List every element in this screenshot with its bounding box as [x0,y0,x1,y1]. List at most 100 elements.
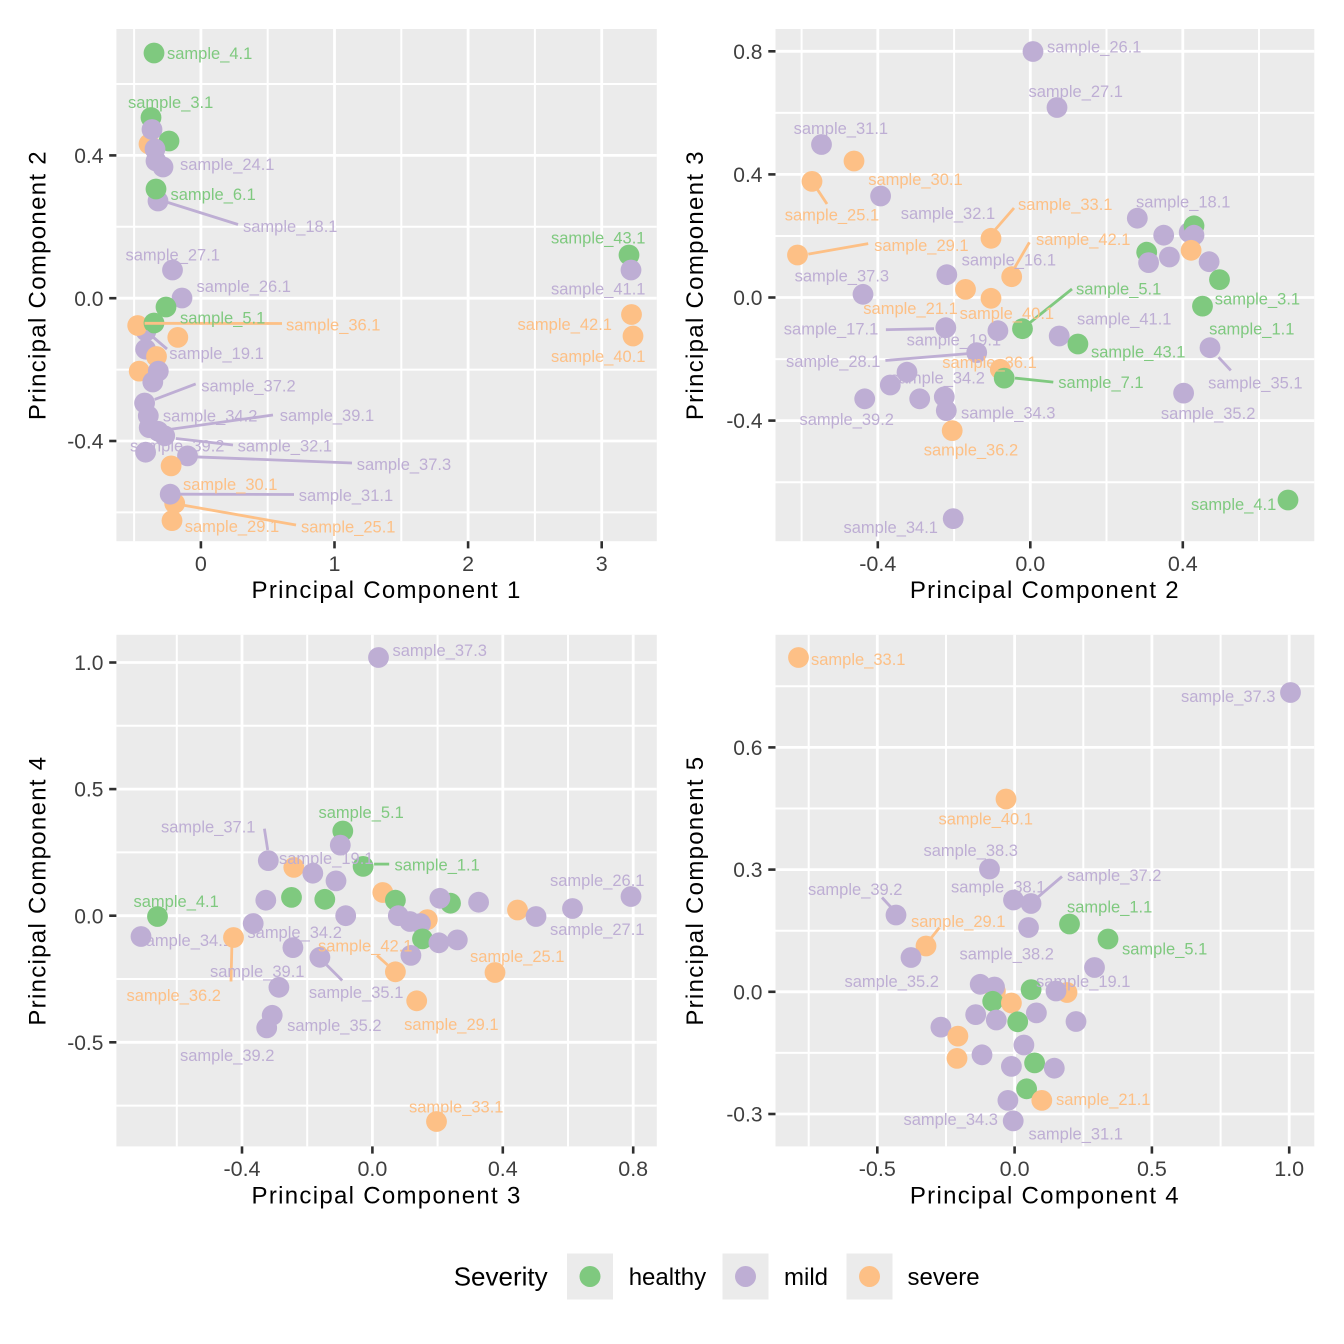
svg-text:sample_43.1: sample_43.1 [1091,343,1185,361]
svg-text:sample_4.1: sample_4.1 [167,45,252,63]
svg-text:sample_36.1: sample_36.1 [286,316,380,334]
svg-text:0: 0 [195,552,207,576]
svg-text:sample_27.1: sample_27.1 [1029,83,1123,101]
svg-text:sample_36.2: sample_36.2 [127,987,221,1005]
svg-text:-0.3: -0.3 [726,1104,762,1127]
svg-text:sample_21.1: sample_21.1 [863,300,957,318]
svg-text:0.5: 0.5 [74,779,103,802]
svg-text:0.6: 0.6 [733,737,762,760]
svg-text:0.0: 0.0 [357,1157,387,1181]
svg-text:sample_42.1: sample_42.1 [518,316,612,334]
svg-text:2: 2 [462,552,474,576]
svg-text:Principal Component 3: Principal Component 3 [252,1182,522,1209]
svg-text:0.4: 0.4 [733,164,763,187]
svg-text:sample_31.1: sample_31.1 [1029,1125,1123,1143]
svg-text:0.3: 0.3 [733,859,762,882]
svg-text:sample_38.2: sample_38.2 [960,945,1054,963]
svg-text:-0.5: -0.5 [67,1032,103,1055]
svg-text:sample_35.1: sample_35.1 [1208,375,1302,393]
svg-text:severe: severe [908,1264,980,1291]
svg-text:sample_31.1: sample_31.1 [299,487,393,505]
svg-text:Principal Component 5: Principal Component 5 [682,756,709,1026]
svg-text:sample_39.2: sample_39.2 [808,881,902,899]
svg-text:Principal Component 2: Principal Component 2 [910,577,1180,604]
svg-text:sample_37.2: sample_37.2 [1067,867,1161,885]
svg-text:sample_35.2: sample_35.2 [1161,405,1255,423]
svg-text:sample_6.1: sample_6.1 [171,186,256,204]
svg-text:1: 1 [329,552,341,576]
svg-text:sample_35.2: sample_35.2 [845,973,939,991]
svg-text:sample_36.1: sample_36.1 [942,354,1036,372]
svg-text:Principal Component 1: Principal Component 1 [252,577,522,604]
svg-text:mild: mild [784,1264,828,1291]
svg-text:sample_16.1: sample_16.1 [962,251,1056,269]
svg-text:sample_33.1: sample_33.1 [1018,196,1112,214]
svg-text:Principal Component 3: Principal Component 3 [682,150,709,420]
svg-text:sample_1.1: sample_1.1 [1067,898,1152,916]
svg-text:0.8: 0.8 [618,1157,648,1181]
svg-text:sample_32.1: sample_32.1 [238,438,332,456]
svg-text:sample_39.1: sample_39.1 [280,407,374,425]
svg-text:sample_26.1: sample_26.1 [550,872,644,890]
svg-text:sample_19.1: sample_19.1 [1036,973,1130,991]
svg-text:sample_37.1: sample_37.1 [161,818,255,836]
svg-text:sample_25.1: sample_25.1 [301,519,395,537]
svg-text:sample_35.1: sample_35.1 [309,984,403,1002]
svg-text:sample_1.1: sample_1.1 [1209,321,1294,339]
svg-text:sample_34.1: sample_34.1 [844,519,938,537]
svg-text:0.4: 0.4 [74,145,104,168]
svg-text:sample_5.1: sample_5.1 [1076,280,1161,298]
svg-text:sample_7.1: sample_7.1 [1058,374,1143,392]
svg-text:sample_37.3: sample_37.3 [795,268,889,286]
svg-text:1.0: 1.0 [74,652,103,675]
svg-text:sample_17.1: sample_17.1 [784,321,878,339]
svg-text:0.0: 0.0 [74,288,103,311]
svg-text:sample_42.1: sample_42.1 [1036,231,1130,249]
svg-text:sample_33.1: sample_33.1 [409,1098,503,1116]
svg-text:sample_43.1: sample_43.1 [551,229,645,247]
svg-text:sample_3.1: sample_3.1 [1215,290,1300,308]
svg-text:sample_39.1: sample_39.1 [210,963,304,981]
svg-text:sample_24.1: sample_24.1 [180,156,274,174]
svg-text:0.0: 0.0 [1015,552,1045,576]
svg-text:sample_29.1: sample_29.1 [185,518,279,536]
svg-text:sample_33.1: sample_33.1 [811,651,905,669]
svg-text:0.0: 0.0 [74,905,103,928]
svg-text:sample_34.3: sample_34.3 [961,404,1055,422]
svg-text:0.8: 0.8 [733,41,762,64]
svg-text:healthy: healthy [629,1264,706,1291]
svg-text:sample_34.3: sample_34.3 [904,1111,998,1129]
svg-text:sample_29.1: sample_29.1 [404,1016,498,1034]
svg-text:sample_4.1: sample_4.1 [134,893,219,911]
svg-text:sample_5.1: sample_5.1 [1122,940,1207,958]
svg-text:sample_26.1: sample_26.1 [1047,38,1141,56]
svg-text:0.0: 0.0 [1000,1157,1030,1181]
svg-text:sample_39.2: sample_39.2 [180,1047,274,1065]
svg-text:sample_19.1: sample_19.1 [907,331,1001,349]
svg-text:sample_38.3: sample_38.3 [924,842,1018,860]
svg-text:-0.5: -0.5 [859,1157,896,1181]
svg-text:sample_41.1: sample_41.1 [551,280,645,298]
svg-text:sample_29.1: sample_29.1 [874,237,968,255]
svg-text:sample_27.1: sample_27.1 [550,921,644,939]
svg-text:sample_1.1: sample_1.1 [395,856,480,874]
svg-text:sample_30.1: sample_30.1 [183,476,277,494]
svg-text:sample_37.2: sample_37.2 [201,378,295,396]
svg-text:sample_37.3: sample_37.3 [1181,688,1275,706]
svg-text:1.0: 1.0 [1274,1157,1304,1181]
svg-text:sample_4.1: sample_4.1 [1191,496,1276,514]
svg-text:sample_5.1: sample_5.1 [180,309,265,327]
svg-text:sample_40.1: sample_40.1 [939,810,1033,828]
svg-text:0.0: 0.0 [733,287,762,310]
svg-text:sample_40.1: sample_40.1 [551,348,645,366]
svg-text:sample_35.2: sample_35.2 [287,1017,381,1035]
svg-text:sample_3.1: sample_3.1 [128,94,213,112]
svg-text:sample_40.1: sample_40.1 [960,305,1054,323]
svg-text:0.0: 0.0 [733,981,762,1004]
svg-text:sample_36.2: sample_36.2 [924,442,1018,460]
svg-text:sample_19.1: sample_19.1 [279,850,373,868]
svg-text:Severity: Severity [454,1262,548,1292]
svg-text:sample_18.1: sample_18.1 [243,218,337,236]
svg-text:-0.4: -0.4 [223,1157,260,1181]
svg-text:sample_5.1: sample_5.1 [319,804,404,822]
